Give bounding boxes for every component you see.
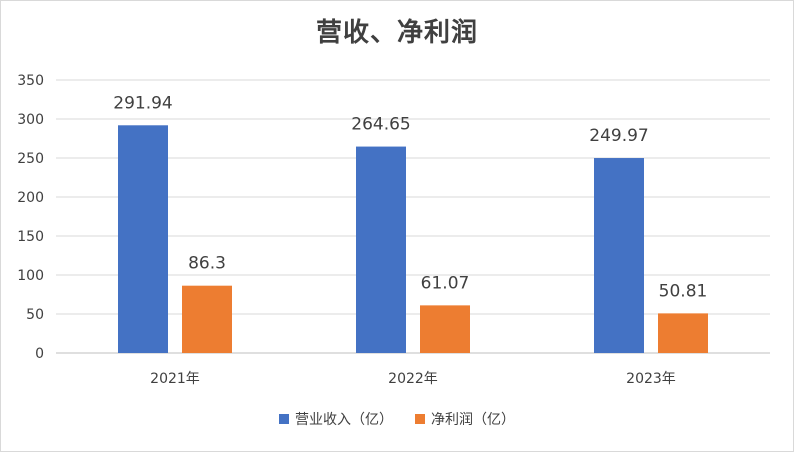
data-label: 50.81	[659, 281, 708, 301]
y-axis-ticks: 0 50 100 150 200 250 300 350	[17, 73, 44, 362]
y-tick-label: 0	[35, 346, 44, 362]
legend-swatch-revenue	[279, 414, 289, 424]
y-tick-label: 50	[26, 307, 44, 323]
legend-swatch-net-profit	[415, 414, 425, 424]
bars	[118, 125, 708, 353]
legend-label-net-profit: 净利润（亿）	[431, 412, 515, 428]
data-labels: 291.94 86.3 264.65 61.07 249.97 50.81	[113, 93, 707, 301]
x-tick-label: 2021年	[150, 371, 200, 387]
data-label: 86.3	[188, 254, 226, 274]
x-tick-label: 2023年	[626, 371, 676, 387]
data-label: 291.94	[113, 93, 172, 113]
data-label: 61.07	[421, 273, 470, 293]
y-tick-label: 350	[17, 73, 44, 89]
bar-net-profit	[658, 313, 708, 353]
x-axis-ticks: 2021年 2022年 2023年	[150, 371, 676, 387]
legend-item-revenue: 营业收入（亿）	[279, 409, 393, 429]
y-tick-label: 300	[17, 112, 44, 128]
legend-item-net-profit: 净利润（亿）	[415, 409, 515, 429]
chart-title: 营收、净利润	[315, 18, 478, 48]
data-label: 264.65	[351, 115, 410, 135]
y-tick-label: 250	[17, 151, 44, 167]
data-label: 249.97	[589, 126, 648, 146]
bar-revenue	[118, 125, 168, 353]
x-tick-label: 2022年	[388, 371, 438, 387]
gridlines	[56, 79, 770, 354]
y-tick-label: 150	[17, 229, 44, 245]
legend: 营业收入（亿） 净利润（亿）	[0, 409, 794, 429]
bar-revenue	[594, 158, 644, 353]
bar-net-profit	[420, 305, 470, 353]
bar-revenue	[356, 146, 406, 353]
bar-net-profit	[182, 285, 232, 353]
y-tick-label: 100	[17, 268, 44, 284]
y-tick-label: 200	[17, 190, 44, 206]
legend-label-revenue: 营业收入（亿）	[295, 412, 393, 428]
